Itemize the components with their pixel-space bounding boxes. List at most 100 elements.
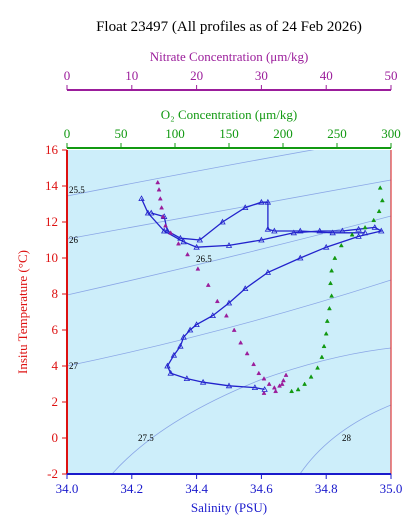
top-axis-tick-label: 250 xyxy=(327,126,347,141)
temperature-axis-label: Insitu Temperature (°C) xyxy=(15,250,30,374)
nitrate-point xyxy=(156,187,162,192)
nitrate-point xyxy=(266,381,272,386)
nitrate-point xyxy=(195,266,201,271)
ts-point xyxy=(316,227,323,234)
nitrate-axis-label: Nitrate Concentration (μm/kg) xyxy=(150,49,309,64)
temperature-tick-label: 10 xyxy=(45,250,58,265)
salinity-tick-label: 34.4 xyxy=(185,481,208,496)
ts-point xyxy=(297,227,304,234)
nitrate-point xyxy=(256,370,262,376)
nitrate-point xyxy=(251,361,257,367)
ts-point xyxy=(355,225,362,232)
isopycnal-28 xyxy=(299,404,391,474)
nitrate-point xyxy=(261,376,267,381)
salinity-tick-label: 34.0 xyxy=(56,481,79,496)
nitrate-point xyxy=(185,251,190,257)
nitrate-point xyxy=(168,230,174,235)
ts-point xyxy=(148,209,155,216)
nitrate-point xyxy=(214,298,220,304)
nitrate-point xyxy=(279,381,285,386)
nitrate-point xyxy=(157,196,163,201)
ts-point xyxy=(164,227,171,234)
ts-point xyxy=(161,227,168,234)
ts-point xyxy=(225,382,233,389)
ts-point xyxy=(297,254,304,261)
temperature-tick-label: 6 xyxy=(52,322,59,337)
nitrate-point xyxy=(155,179,161,185)
nitrate-point xyxy=(283,372,289,377)
ts-point xyxy=(361,229,369,236)
top-axis-tick-label: 150 xyxy=(219,126,239,141)
isopycnal-lines: 25.5 26 26.5 27 27.5 28 xyxy=(67,150,391,474)
chart-title: Float 23497 (All profiles as of 24 Feb 2… xyxy=(96,19,362,35)
temperature-tick-label: 16 xyxy=(45,142,59,157)
ts-point xyxy=(170,351,178,358)
top-axis-tick-label: 50 xyxy=(385,68,398,83)
oxygen-point xyxy=(324,318,330,323)
nitrate-point xyxy=(159,205,165,210)
oxygen-axis-label: O₂ Concentration (μm/kg) xyxy=(161,107,297,122)
nitrate-point xyxy=(271,385,277,390)
ts-point xyxy=(209,312,216,318)
oxygen-point xyxy=(289,388,295,394)
nitrate-point xyxy=(273,388,279,394)
top-axis-tick-label: 40 xyxy=(320,68,333,83)
salinity-tick-label: 34.6 xyxy=(250,481,273,496)
ts-point xyxy=(193,243,200,250)
top-axis-tick-label: 300 xyxy=(381,126,401,141)
isopycnal-label: 26 xyxy=(69,235,79,245)
ts-point xyxy=(329,229,336,236)
isopycnal-25-5 xyxy=(67,150,315,197)
ts-point xyxy=(164,362,171,369)
temperature-tick-label: 12 xyxy=(45,214,58,229)
top-axis-tick-label: 10 xyxy=(125,68,138,83)
ts-point xyxy=(219,218,226,225)
isopycnal-26 xyxy=(67,179,391,240)
temperature-tick-label: 2 xyxy=(52,394,59,409)
oxygen-point xyxy=(319,354,325,359)
nitrate-point xyxy=(244,350,250,356)
isopycnal-label: 27.5 xyxy=(138,433,154,443)
oxygen-point xyxy=(323,331,329,336)
oxygen-point xyxy=(308,374,314,379)
oxygen-point xyxy=(332,255,338,260)
temperature-axis: -2 0 2 4 6 8 10 12 14 16 Insitu Temperature (°C) xyxy=(15,142,68,481)
ts-point xyxy=(196,236,204,243)
ts-point xyxy=(199,378,207,385)
temperature-tick-label: 14 xyxy=(45,178,59,193)
oxygen-point xyxy=(377,185,383,190)
ts-point xyxy=(258,198,265,205)
top-axis-tick-label: 0 xyxy=(64,68,71,83)
isopycnal-label: 27 xyxy=(69,361,79,371)
nitrate-point xyxy=(231,327,237,332)
salinity-tick-label: 35.0 xyxy=(380,481,403,496)
isopycnal-27-5 xyxy=(111,347,391,474)
oxygen-point xyxy=(315,365,320,370)
ts-point xyxy=(138,195,145,201)
ts-point xyxy=(264,198,272,205)
ts-point xyxy=(180,333,187,340)
nitrate-point xyxy=(261,390,267,395)
plot-area xyxy=(67,150,391,474)
top-axis-tick-label: 30 xyxy=(255,68,268,83)
temperature-tick-label: -2 xyxy=(47,466,58,481)
top-axis-tick-label: 20 xyxy=(190,68,203,83)
temperature-tick-label: 8 xyxy=(52,286,59,301)
salinity-tick-label: 34.2 xyxy=(120,481,143,496)
temperature-tick-label: 4 xyxy=(52,358,59,373)
ts-point xyxy=(271,227,278,234)
top-axis-tick-label: 0 xyxy=(64,126,71,141)
salinity-tick-label: 34.8 xyxy=(315,481,338,496)
ts-point xyxy=(225,299,233,306)
salinity-axis-label: Salinity (PSU) xyxy=(191,500,267,515)
top-axis-tick-label: 100 xyxy=(165,126,185,141)
oxygen-point xyxy=(371,217,377,223)
nitrate-point xyxy=(163,223,168,228)
ts-point xyxy=(258,236,265,243)
nitrate-axis: Nitrate Concentration (μm/kg) 0 10 20 30 40 5… xyxy=(64,49,398,91)
oxygen-point xyxy=(321,343,327,349)
ts-point xyxy=(355,233,362,239)
ts-point xyxy=(193,321,200,327)
top-axis-tick-label: 50 xyxy=(115,126,128,141)
